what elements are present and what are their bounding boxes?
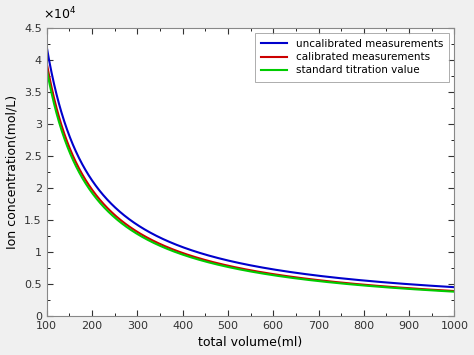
X-axis label: total volume(ml): total volume(ml) <box>199 337 303 349</box>
uncalibrated measurements <box>362 278 367 283</box>
standard titration value <box>85 185 91 190</box>
Text: $\times10^4$: $\times10^4$ <box>43 5 76 22</box>
Legend: uncalibrated measurements, calibrated measurements, standard titration value: uncalibrated measurements, calibrated me… <box>255 33 449 82</box>
calibrated measurements <box>362 283 367 287</box>
uncalibrated measurements <box>452 285 457 289</box>
calibrated measurements <box>369 283 375 288</box>
standard titration value <box>44 67 50 71</box>
uncalibrated measurements <box>44 45 50 49</box>
calibrated measurements <box>223 263 229 267</box>
calibrated measurements <box>452 289 457 293</box>
uncalibrated measurements <box>369 279 375 283</box>
standard titration value <box>362 283 367 288</box>
uncalibrated measurements <box>85 173 91 177</box>
calibrated measurements <box>324 279 329 283</box>
standard titration value <box>223 264 229 269</box>
standard titration value <box>452 290 457 294</box>
calibrated measurements <box>44 61 50 65</box>
uncalibrated measurements <box>324 274 329 279</box>
standard titration value <box>209 261 214 265</box>
Line: calibrated measurements: calibrated measurements <box>47 63 455 291</box>
Line: standard titration value: standard titration value <box>47 69 455 292</box>
uncalibrated measurements <box>209 254 214 258</box>
Line: uncalibrated measurements: uncalibrated measurements <box>47 47 455 287</box>
calibrated measurements <box>209 260 214 264</box>
standard titration value <box>369 284 375 288</box>
uncalibrated measurements <box>223 258 229 262</box>
standard titration value <box>324 280 329 284</box>
calibrated measurements <box>85 182 91 186</box>
Y-axis label: Ion concentration(mol/L): Ion concentration(mol/L) <box>6 95 18 249</box>
